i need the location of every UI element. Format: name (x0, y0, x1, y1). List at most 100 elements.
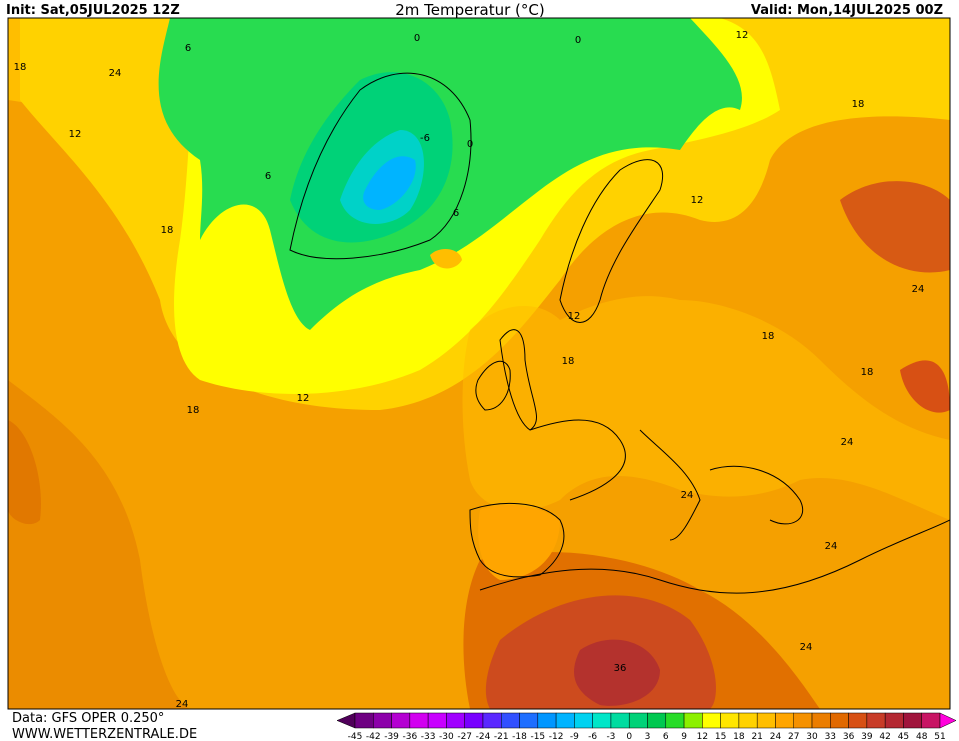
contour-label: 12 (568, 311, 581, 322)
contour-label: 12 (69, 129, 82, 140)
colorbar-box (884, 712, 904, 729)
contour-label: 12 (736, 30, 749, 41)
colorbar-box (354, 712, 374, 729)
colorbar-box (756, 712, 776, 729)
colorbar-label: -33 (421, 732, 436, 741)
warm-region (8, 380, 190, 709)
map-title: 2m Temperatur (°C) (395, 1, 545, 19)
colorbar-label: -3 (606, 732, 615, 741)
land-region (462, 296, 950, 520)
colorbar-box (427, 712, 447, 729)
colorbar-box (482, 712, 502, 729)
colorbar-label: 39 (861, 732, 873, 741)
contour-label: 24 (825, 541, 838, 552)
contour-label: 6 (453, 208, 459, 219)
contour-label: -6 (420, 133, 430, 144)
colorbar-box (720, 712, 740, 729)
colorbar-box (464, 712, 484, 729)
hot-region (574, 639, 660, 706)
contour-label: 18 (852, 99, 865, 110)
colorbar-label: 18 (733, 732, 745, 741)
colorbar-box (501, 712, 520, 729)
colorbar-label: -6 (588, 732, 597, 741)
colorbar-arrow (939, 712, 957, 729)
land-region (478, 504, 560, 580)
contour-label: 24 (176, 699, 189, 710)
colorbar-label: 30 (806, 732, 818, 741)
cold-region (158, 18, 742, 330)
coastlines (289, 72, 950, 594)
contour-label: 18 (161, 225, 174, 236)
warm-region (900, 360, 950, 413)
contour-label: 18 (861, 367, 874, 378)
contour-label: 0 (414, 33, 420, 44)
colorbar-label: 9 (681, 732, 687, 741)
colorbar-label: -9 (570, 732, 579, 741)
contour-label: 18 (14, 62, 27, 73)
colorbar-label: -42 (366, 732, 381, 741)
contour-label: 36 (614, 663, 627, 674)
contour-label: 18 (762, 331, 775, 342)
colorbar-label: 51 (934, 732, 945, 741)
contour-label: 24 (109, 68, 122, 79)
map-frame (7, 17, 951, 710)
colorbar-label: -21 (494, 732, 509, 741)
contour-label: 24 (681, 490, 694, 501)
colorbar-box (555, 712, 575, 729)
contour-label: 24 (841, 437, 854, 448)
colorbar-box (775, 712, 794, 729)
colorbar-label: 36 (843, 732, 855, 741)
data-source: Data: GFS OPER 0.250° (12, 711, 164, 726)
colorbar-label: 3 (645, 732, 651, 741)
contour-label: 12 (297, 393, 310, 404)
colorbar-box (391, 712, 411, 729)
init-time: Init: Sat,05JUL2025 12Z (6, 3, 180, 18)
colorbar-box (866, 712, 886, 729)
colorbar-label: 0 (626, 732, 632, 741)
colorbar-label: -27 (457, 732, 472, 741)
colorbar-label: 33 (825, 732, 836, 741)
contour-label: 24 (912, 284, 925, 295)
colorbar-label: 27 (788, 732, 799, 741)
warm-region (8, 420, 41, 525)
colorbar-box (574, 712, 593, 729)
colorbar-box (683, 712, 703, 729)
colorbar-label: -18 (512, 732, 527, 741)
colorbar-box (409, 712, 429, 729)
colorbar-box (793, 712, 813, 729)
colorbar-box (537, 712, 557, 729)
colorbar-label: -30 (439, 732, 454, 741)
colorbar-box (830, 712, 849, 729)
contour-label: 0 (575, 35, 581, 46)
colorbar: -45 -42 -39 -36 -33 -30 -27 -24 -21 -18 -15 -12 -9 -6… (336, 712, 957, 741)
colorbar-label: 15 (715, 732, 726, 741)
contour-label: 18 (562, 356, 575, 367)
contour-label: 6 (265, 171, 271, 182)
colorbar-label: -15 (530, 732, 545, 741)
valid-time: Valid: Mon,14JUL2025 00Z (751, 3, 943, 18)
contour-label: 18 (187, 405, 200, 416)
colorbar-box (610, 712, 630, 729)
colorbar-label: 45 (898, 732, 909, 741)
colorbar-label: -39 (384, 732, 399, 741)
contour-label: 24 (800, 642, 813, 653)
colorbar-box (702, 712, 721, 729)
website: WWW.WETTERZENTRALE.DE (12, 727, 197, 741)
warm-region (840, 181, 950, 273)
iceland (430, 248, 462, 269)
contour-label: 6 (185, 43, 191, 54)
colorbar-label: -24 (476, 732, 491, 741)
colorbar-label: -36 (402, 732, 417, 741)
colorbar-box (373, 712, 392, 729)
contour-label: 0 (467, 139, 473, 150)
colorbar-label: -45 (348, 732, 363, 741)
colorbar-box (811, 712, 831, 729)
colorbar-box (738, 712, 758, 729)
colorbar-arrow (336, 712, 356, 729)
map: 18 24 6 12 6 18 0 0 -6 0 6 12 18 12 24 12 18 18 18 24 18 12 24… (7, 17, 951, 710)
contour-label: 12 (691, 195, 704, 206)
colorbar-box (921, 712, 941, 729)
colorbar-box (592, 712, 612, 729)
